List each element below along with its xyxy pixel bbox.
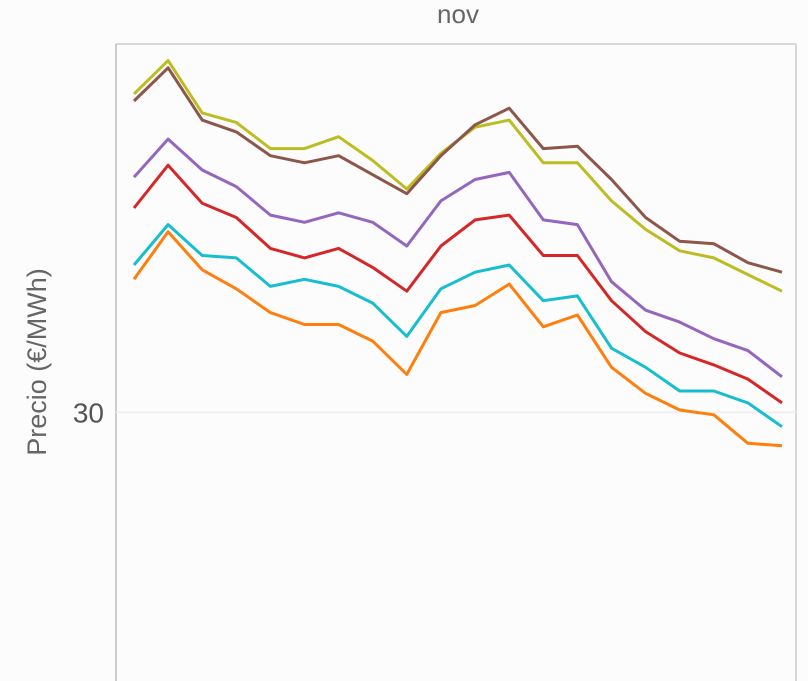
- series-line-5: [132, 223, 783, 428]
- series-line-3: [132, 137, 783, 378]
- y-tick-label: 30: [73, 397, 104, 428]
- chart-title: nov: [437, 0, 479, 29]
- series-line-2: [132, 66, 783, 274]
- series-line-6: [132, 230, 783, 448]
- series-lines: [132, 59, 783, 448]
- series-line-4: [132, 163, 783, 405]
- y-axis-label: Precio (€/MWh): [22, 268, 52, 456]
- y-axis-ticks: 30: [73, 397, 104, 428]
